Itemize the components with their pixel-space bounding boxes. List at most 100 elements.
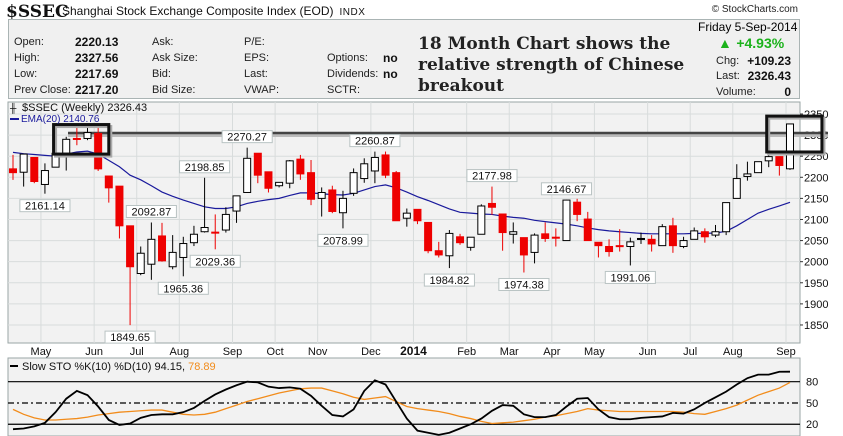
- candle-body: [317, 191, 326, 199]
- candle: [264, 171, 273, 193]
- candle-body: [126, 225, 135, 268]
- x-tick-label: Jul: [130, 346, 144, 358]
- candle: [509, 222, 518, 244]
- y-tick-label: 2200: [804, 172, 828, 184]
- highlight-box: [765, 114, 824, 154]
- quote-label: Dividends:: [327, 68, 379, 80]
- y-tick-label: 2000: [804, 257, 828, 269]
- candle: [477, 204, 486, 235]
- candle-body: [285, 160, 294, 184]
- candle: [743, 161, 752, 181]
- candle: [19, 153, 28, 187]
- quote-value: 2217.69: [75, 67, 119, 81]
- candle-body: [519, 237, 528, 256]
- ticker-symbol: $SSEC: [6, 2, 69, 22]
- x-tick-label: Aug: [170, 346, 190, 358]
- callout-box: [157, 281, 209, 295]
- y-tick-label: 2150: [804, 193, 828, 205]
- candle-body: [647, 238, 656, 245]
- candle: [317, 187, 326, 217]
- candle-body: [711, 231, 720, 236]
- quote-label: Ask Size:: [152, 52, 198, 64]
- x-tick-label: Aug: [723, 346, 743, 358]
- stoch-k-line: [12, 370, 791, 436]
- candle-body: [583, 218, 592, 242]
- callout-box: [179, 160, 231, 174]
- candle-body: [668, 225, 677, 247]
- callout-label: 2198.85: [185, 162, 225, 174]
- volume-label: Volume:: [716, 86, 756, 98]
- quote-label: P/E:: [244, 36, 265, 48]
- candle: [711, 224, 720, 238]
- candle-body: [296, 158, 305, 175]
- candle-body: [743, 173, 752, 177]
- candle-body: [62, 138, 71, 154]
- candle: [583, 211, 592, 242]
- candle: [115, 185, 124, 239]
- quote-label: Open:: [14, 36, 44, 48]
- y-tick-label: 1950: [804, 278, 828, 290]
- candle: [307, 159, 316, 206]
- candle-body: [690, 230, 699, 240]
- candle: [615, 229, 624, 252]
- x-tick-label: Oct: [267, 346, 284, 358]
- candle: [232, 195, 241, 223]
- callout-label: 1984.82: [430, 275, 470, 287]
- candle-body: [636, 237, 645, 240]
- candle-body: [83, 132, 92, 139]
- candle-body: [509, 231, 518, 235]
- price-panel: [7, 101, 801, 344]
- candle: [30, 156, 39, 184]
- highlight-box-shadow: [767, 116, 826, 156]
- quote-value: 2217.20: [75, 83, 119, 97]
- candle: [296, 154, 305, 180]
- candle-body: [594, 241, 603, 247]
- candle: [275, 181, 284, 188]
- callout-label: 2146.67: [547, 184, 587, 196]
- stochastic-panel: [7, 357, 801, 436]
- x-tick-label: Sep: [223, 346, 243, 358]
- candle-body: [328, 189, 337, 212]
- candle: [179, 236, 188, 277]
- change-percent-value: +4.93%: [736, 35, 785, 51]
- candle: [158, 222, 167, 262]
- annotation-headline: 18 Month Chart shows the relative streng…: [418, 34, 685, 96]
- candle: [668, 217, 677, 253]
- candle: [147, 222, 156, 280]
- quote-label: Ask:: [152, 36, 174, 48]
- candle: [211, 214, 220, 250]
- index-name: Shanghai Stock Exchange Composite Index …: [62, 4, 365, 18]
- stoch-tick-label: 20: [806, 419, 818, 431]
- candle: [690, 227, 699, 240]
- candle-body: [360, 163, 369, 180]
- candle: [94, 127, 103, 171]
- candle: [285, 159, 294, 189]
- candle-body: [30, 156, 39, 183]
- candle-body: [487, 202, 496, 208]
- quote-panel: [8, 19, 800, 99]
- candle: [445, 230, 454, 269]
- candle-body: [221, 213, 230, 231]
- quote-value: 2220.13: [75, 35, 119, 49]
- candle: [381, 151, 390, 179]
- candle: [189, 225, 198, 247]
- stoch-tick-label: 80: [806, 377, 818, 389]
- x-tick-label: Dec: [361, 346, 381, 358]
- x-tick-label: May: [584, 346, 605, 358]
- callout-label: 2161.14: [25, 201, 65, 213]
- candle: [722, 202, 731, 236]
- quote-label: Bid:: [152, 68, 171, 80]
- candle-body: [466, 236, 475, 248]
- copyright: © StockCharts.com: [711, 4, 798, 15]
- candle-body: [626, 241, 635, 247]
- candle-body: [349, 172, 358, 194]
- candle: [551, 228, 560, 247]
- chg-label: Chg:: [716, 55, 740, 67]
- callout-box: [104, 330, 156, 344]
- chg-value: +109.23: [747, 54, 791, 68]
- quote-value: no: [383, 67, 398, 81]
- callout-box: [125, 204, 177, 218]
- candle-body: [786, 123, 794, 170]
- quote-value: 2327.56: [75, 51, 119, 65]
